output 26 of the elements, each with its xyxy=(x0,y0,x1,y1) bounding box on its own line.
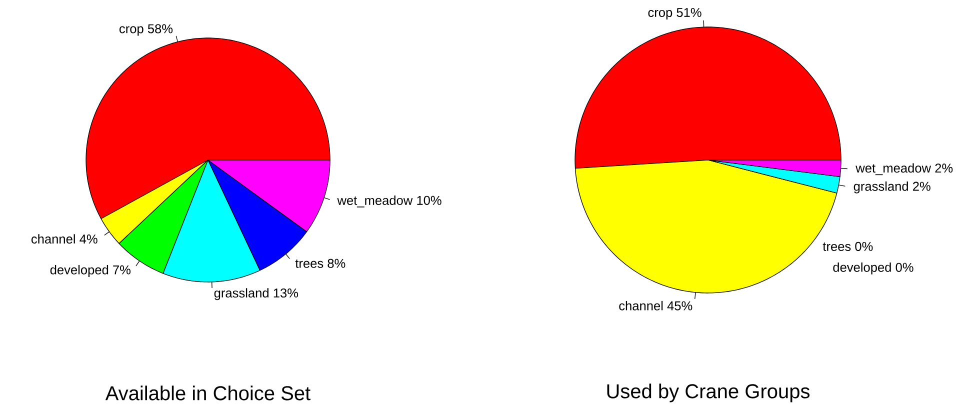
slice-label: wet_meadow xyxy=(337,196,413,208)
slice-label: channel xyxy=(31,234,75,244)
text: Used by Crane Groups xyxy=(607,384,810,402)
data-label: 58% xyxy=(148,24,173,34)
data-label: 2% xyxy=(913,182,930,191)
data-label: 45% xyxy=(667,301,692,310)
data-label: 51% xyxy=(676,8,702,17)
slice-label: trees xyxy=(295,260,324,268)
data-label: 7% xyxy=(113,265,131,274)
slice-label: wet_meadow xyxy=(856,163,932,176)
category-label: developed xyxy=(833,262,891,274)
data-label: 2% xyxy=(935,164,953,173)
data-label: 4% xyxy=(80,234,98,244)
slice-label: developed xyxy=(50,265,108,277)
text: 0% xyxy=(896,262,914,272)
slice-label: grassland xyxy=(854,181,908,194)
text: 0% xyxy=(855,242,873,251)
slice-label: crop xyxy=(648,10,672,20)
slice-label: channel xyxy=(619,300,663,310)
category-label: trees xyxy=(822,242,851,251)
text: Available in Choice Set xyxy=(105,386,310,400)
slice-label: grassland xyxy=(214,288,268,300)
data-label: 10% xyxy=(417,196,442,205)
data-label: 8% xyxy=(328,258,346,268)
slice-label: crop xyxy=(120,26,144,36)
data-label: 13% xyxy=(274,288,298,298)
